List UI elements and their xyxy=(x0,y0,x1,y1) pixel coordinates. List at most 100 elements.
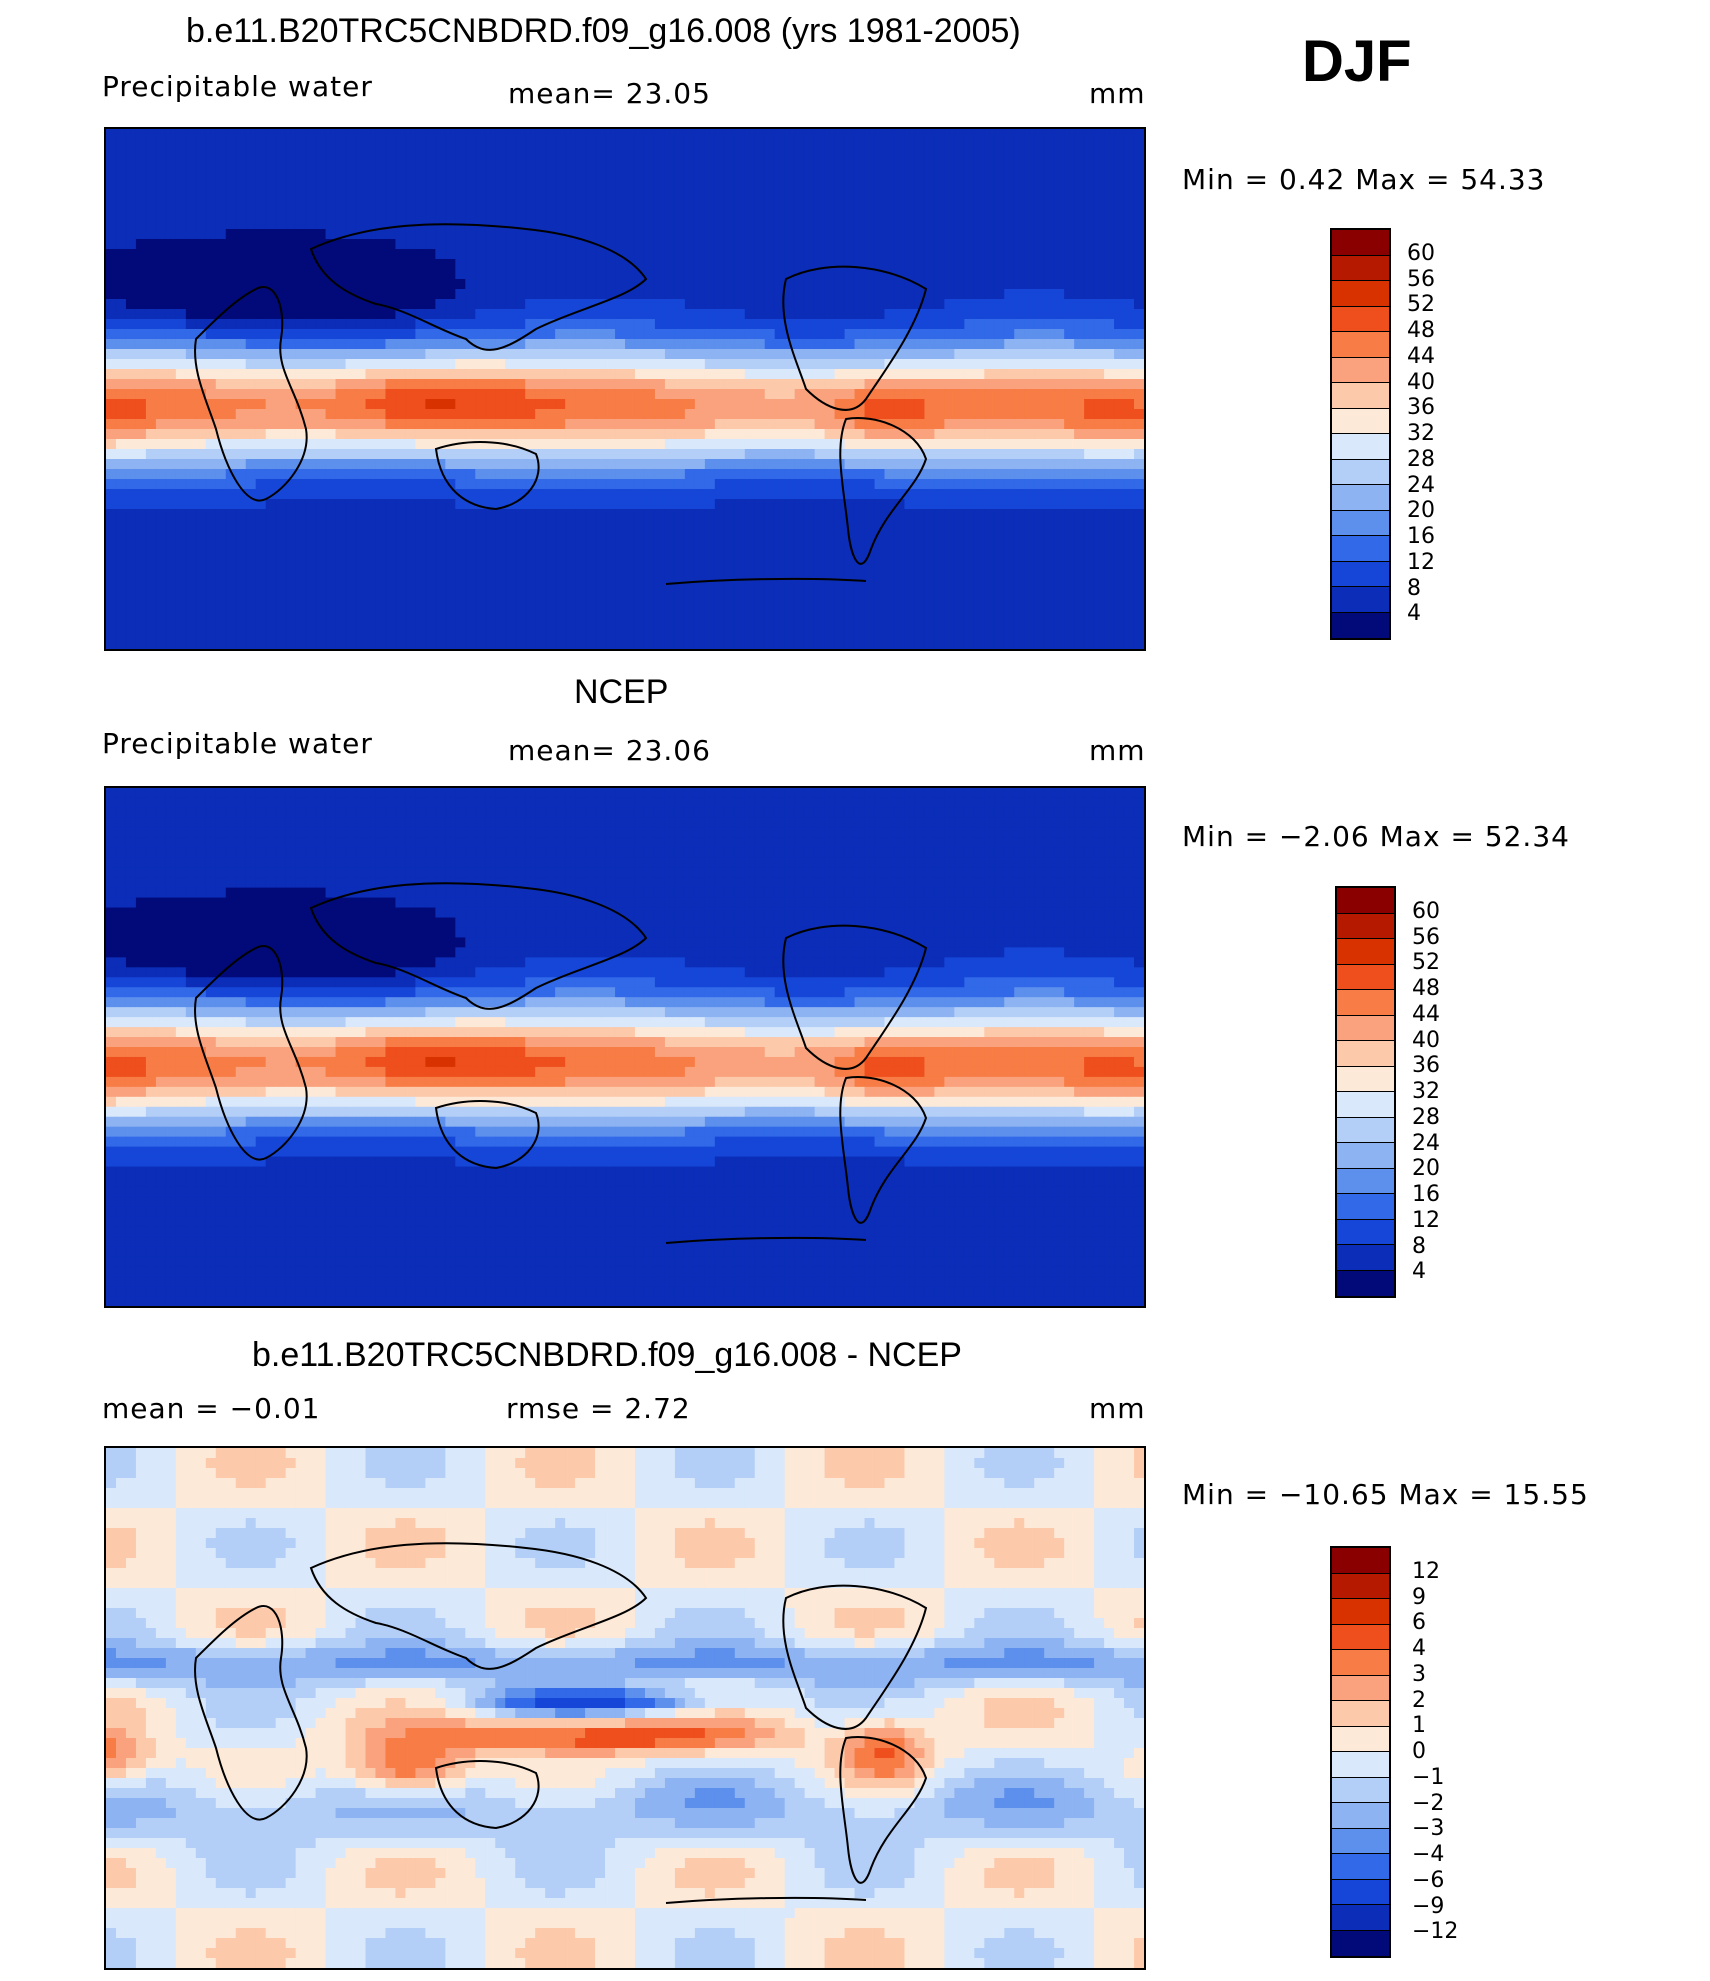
field-cell xyxy=(704,429,716,440)
field-cell xyxy=(425,409,436,420)
field-cell xyxy=(195,179,207,190)
field-cell xyxy=(794,429,806,440)
field-cell xyxy=(235,329,247,340)
field-cell xyxy=(365,569,377,580)
field-cell xyxy=(644,309,656,320)
field-cell xyxy=(744,279,756,290)
field-cell xyxy=(824,429,836,440)
field-cell xyxy=(734,439,746,450)
field-cell xyxy=(834,309,846,320)
field-cell xyxy=(1094,439,1105,450)
field-cell xyxy=(674,169,686,180)
field-cell xyxy=(894,599,906,610)
field-cell xyxy=(734,409,746,420)
field-cell xyxy=(215,139,227,150)
field-cell xyxy=(625,449,636,460)
field-cell xyxy=(744,439,756,450)
field-cell xyxy=(884,499,896,510)
field-cell xyxy=(944,259,955,270)
field-cell xyxy=(734,499,746,510)
field-cell xyxy=(395,379,407,390)
field-cell xyxy=(185,569,197,580)
field-cell xyxy=(864,239,876,250)
field-cell xyxy=(1034,499,1045,510)
field-cell xyxy=(1054,519,1065,530)
field-cell xyxy=(585,379,596,390)
field-cell xyxy=(195,559,207,570)
field-cell xyxy=(844,309,856,320)
field-cell xyxy=(734,399,746,410)
field-cell xyxy=(345,509,357,520)
field-cell xyxy=(385,589,397,600)
field-cell xyxy=(425,579,436,590)
field-cell xyxy=(1054,469,1065,480)
field-cell xyxy=(345,579,357,590)
field-cell xyxy=(984,189,995,200)
field-cell xyxy=(315,219,327,230)
field-cell xyxy=(904,579,916,590)
field-cell xyxy=(664,389,676,400)
field-cell xyxy=(415,169,426,180)
field-cell xyxy=(505,179,516,190)
field-cell xyxy=(974,149,985,160)
field-cell xyxy=(764,369,776,380)
field-cell xyxy=(904,259,916,270)
field-cell xyxy=(674,549,686,560)
field-cell xyxy=(794,409,806,420)
field-cell xyxy=(565,189,576,200)
field-cell xyxy=(744,569,756,580)
field-cell xyxy=(305,179,317,190)
field-cell xyxy=(704,239,716,250)
field-cell xyxy=(754,359,766,370)
field-cell xyxy=(994,239,1005,250)
field-cell xyxy=(1014,599,1025,610)
field-cell xyxy=(525,189,536,200)
field-cell xyxy=(205,159,217,170)
field-cell xyxy=(415,579,426,590)
field-cell xyxy=(265,439,277,450)
field-cell xyxy=(265,169,277,180)
field-cell xyxy=(1104,479,1115,490)
field-cell xyxy=(1034,559,1045,570)
field-cell xyxy=(195,569,207,580)
field-cell xyxy=(615,419,626,430)
field-cell xyxy=(415,149,426,160)
field-cell xyxy=(355,239,367,250)
field-cell xyxy=(1034,329,1045,340)
field-cell xyxy=(744,159,756,170)
field-cell xyxy=(385,499,397,510)
field-cell xyxy=(355,459,367,470)
field-cell xyxy=(1104,439,1115,450)
field-cell xyxy=(664,569,676,580)
field-cell xyxy=(634,329,646,340)
field-cell xyxy=(804,189,816,200)
field-cell xyxy=(375,209,387,220)
field-cell xyxy=(944,139,955,150)
field-cell xyxy=(704,199,716,210)
field-cell xyxy=(355,369,367,380)
field-cell xyxy=(1104,249,1115,260)
field-cell xyxy=(674,449,686,460)
field-cell xyxy=(824,479,836,490)
field-cell xyxy=(794,329,806,340)
field-cell xyxy=(106,209,117,220)
field-cell xyxy=(854,569,866,580)
field-cell xyxy=(924,209,935,220)
field-cell xyxy=(265,259,277,270)
field-cell xyxy=(485,429,496,440)
field-cell xyxy=(924,559,935,570)
field-cell xyxy=(734,509,746,520)
field-cell xyxy=(914,209,926,220)
field-cell xyxy=(984,199,995,210)
field-cell xyxy=(814,499,826,510)
field-cell xyxy=(485,389,496,400)
field-cell xyxy=(355,199,367,210)
field-cell xyxy=(335,529,347,540)
field-cell xyxy=(295,259,307,270)
field-cell xyxy=(565,139,576,150)
field-cell xyxy=(155,289,167,300)
field-cell xyxy=(904,349,916,360)
field-cell xyxy=(115,549,127,560)
field-cell xyxy=(984,229,995,240)
field-cell xyxy=(1014,589,1025,600)
